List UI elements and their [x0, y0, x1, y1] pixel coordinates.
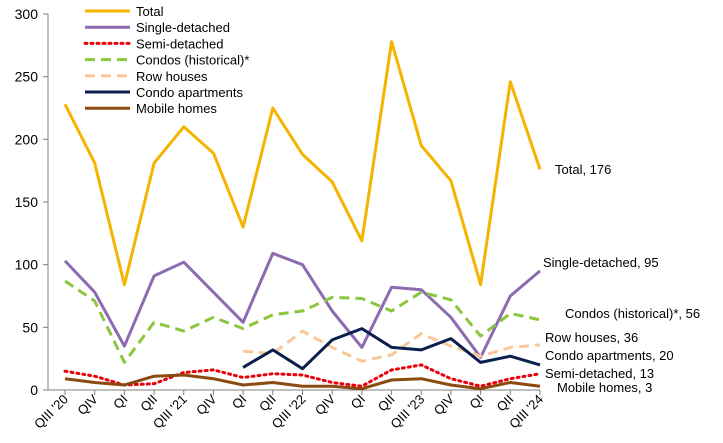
x-tick-label: QIII '23: [387, 392, 427, 432]
series-line-4: [242, 329, 541, 363]
x-tick-label: QII: [375, 392, 398, 415]
x-tick-label: QIV: [193, 391, 220, 418]
y-tick-label: 250: [15, 69, 39, 85]
series-layer: [63, 40, 542, 391]
x-tick-label: QIV: [312, 391, 339, 418]
end-label-4: Row houses, 36: [545, 330, 638, 345]
end-label-3: Condos (historical)*, 56: [565, 306, 700, 321]
series-line-1: [63, 251, 541, 359]
legend-label-0: Total: [136, 4, 164, 19]
x-tick-label: QIII '24: [506, 392, 546, 432]
x-tick-label: QIII '21: [150, 392, 190, 432]
x-tick-label: QI: [229, 392, 249, 412]
x-tick-label: QIV: [431, 391, 458, 418]
y-tick-label: 150: [15, 194, 39, 210]
y-tick-label: 200: [15, 131, 39, 147]
end-label-1: Single-detached, 95: [543, 255, 659, 270]
x-tick-label: QI: [466, 392, 486, 412]
x-tick-label: QIII '22: [269, 392, 309, 432]
legend-label-2: Semi-detached: [136, 36, 223, 51]
x-tick-label: QII: [494, 392, 517, 415]
series-line-6: [64, 373, 541, 391]
y-tick-label: 0: [30, 382, 38, 398]
x-tick-label: QII: [137, 392, 160, 415]
x-tick-label: QIV: [74, 391, 101, 418]
end-labels: Total, 176 Single-detached, 95 Semi-detach…: [543, 162, 700, 395]
legend-label-4: Row houses: [136, 69, 208, 84]
x-tick-label: QI: [110, 392, 130, 412]
end-label-5: Condo apartments, 20: [545, 348, 674, 363]
series-line-5: [242, 327, 541, 371]
end-label-0: Total, 176: [555, 162, 611, 177]
y-tick-label: 50: [22, 319, 38, 335]
series-line-3: [64, 279, 541, 364]
end-label-2: Semi-detached, 13: [545, 366, 654, 381]
legend-label-5: Condo apartments: [136, 85, 243, 100]
series-line-0: [63, 40, 542, 287]
end-label-6: Mobile homes, 3: [557, 380, 652, 395]
y-tick-label: 300: [15, 6, 39, 22]
y-tick-label: 100: [15, 257, 39, 273]
legend-label-1: Single-detached: [136, 20, 230, 35]
legend-label-3: Condos (historical)*: [136, 53, 249, 68]
x-tick-label: QI: [348, 392, 368, 412]
series-line-2: [63, 363, 542, 388]
x-tick-label: QII: [256, 392, 279, 415]
legend-label-6: Mobile homes: [136, 101, 217, 116]
